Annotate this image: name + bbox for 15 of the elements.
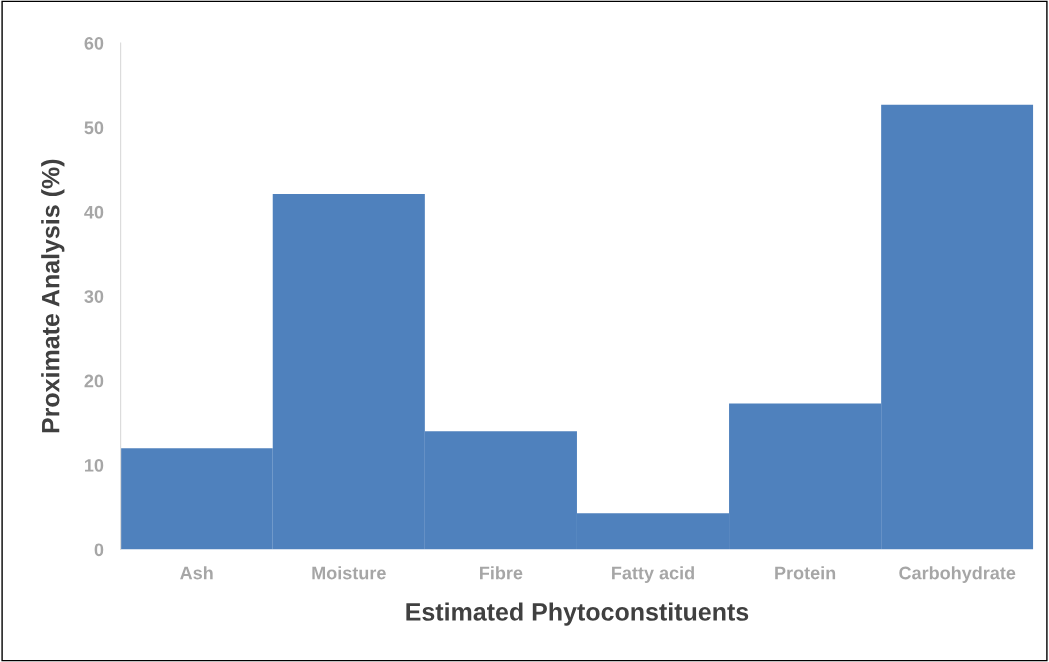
- y-tick-label: 60: [84, 36, 104, 50]
- y-tick-label: 20: [84, 374, 104, 388]
- y-tick-label: 10: [85, 458, 104, 472]
- x-tick-label: Protein: [775, 566, 836, 580]
- y-axis-title: Proximate Analysis (%): [41, 159, 65, 433]
- y-tick-label: 0: [94, 543, 104, 557]
- x-tick-label: Ash: [180, 566, 213, 580]
- x-tick-label: Carbohydrate: [899, 566, 1016, 583]
- x-axis-title: Estimated Phytoconstituents: [406, 602, 749, 626]
- y-tick-label: 30: [84, 290, 104, 303]
- y-tick-label: 50: [84, 121, 104, 135]
- x-tick-label: Moisture: [312, 566, 386, 580]
- x-tick-label: Fibre: [480, 566, 523, 580]
- y-tick-label: 40: [84, 205, 104, 219]
- x-tick-label: Fatty acid: [612, 566, 694, 583]
